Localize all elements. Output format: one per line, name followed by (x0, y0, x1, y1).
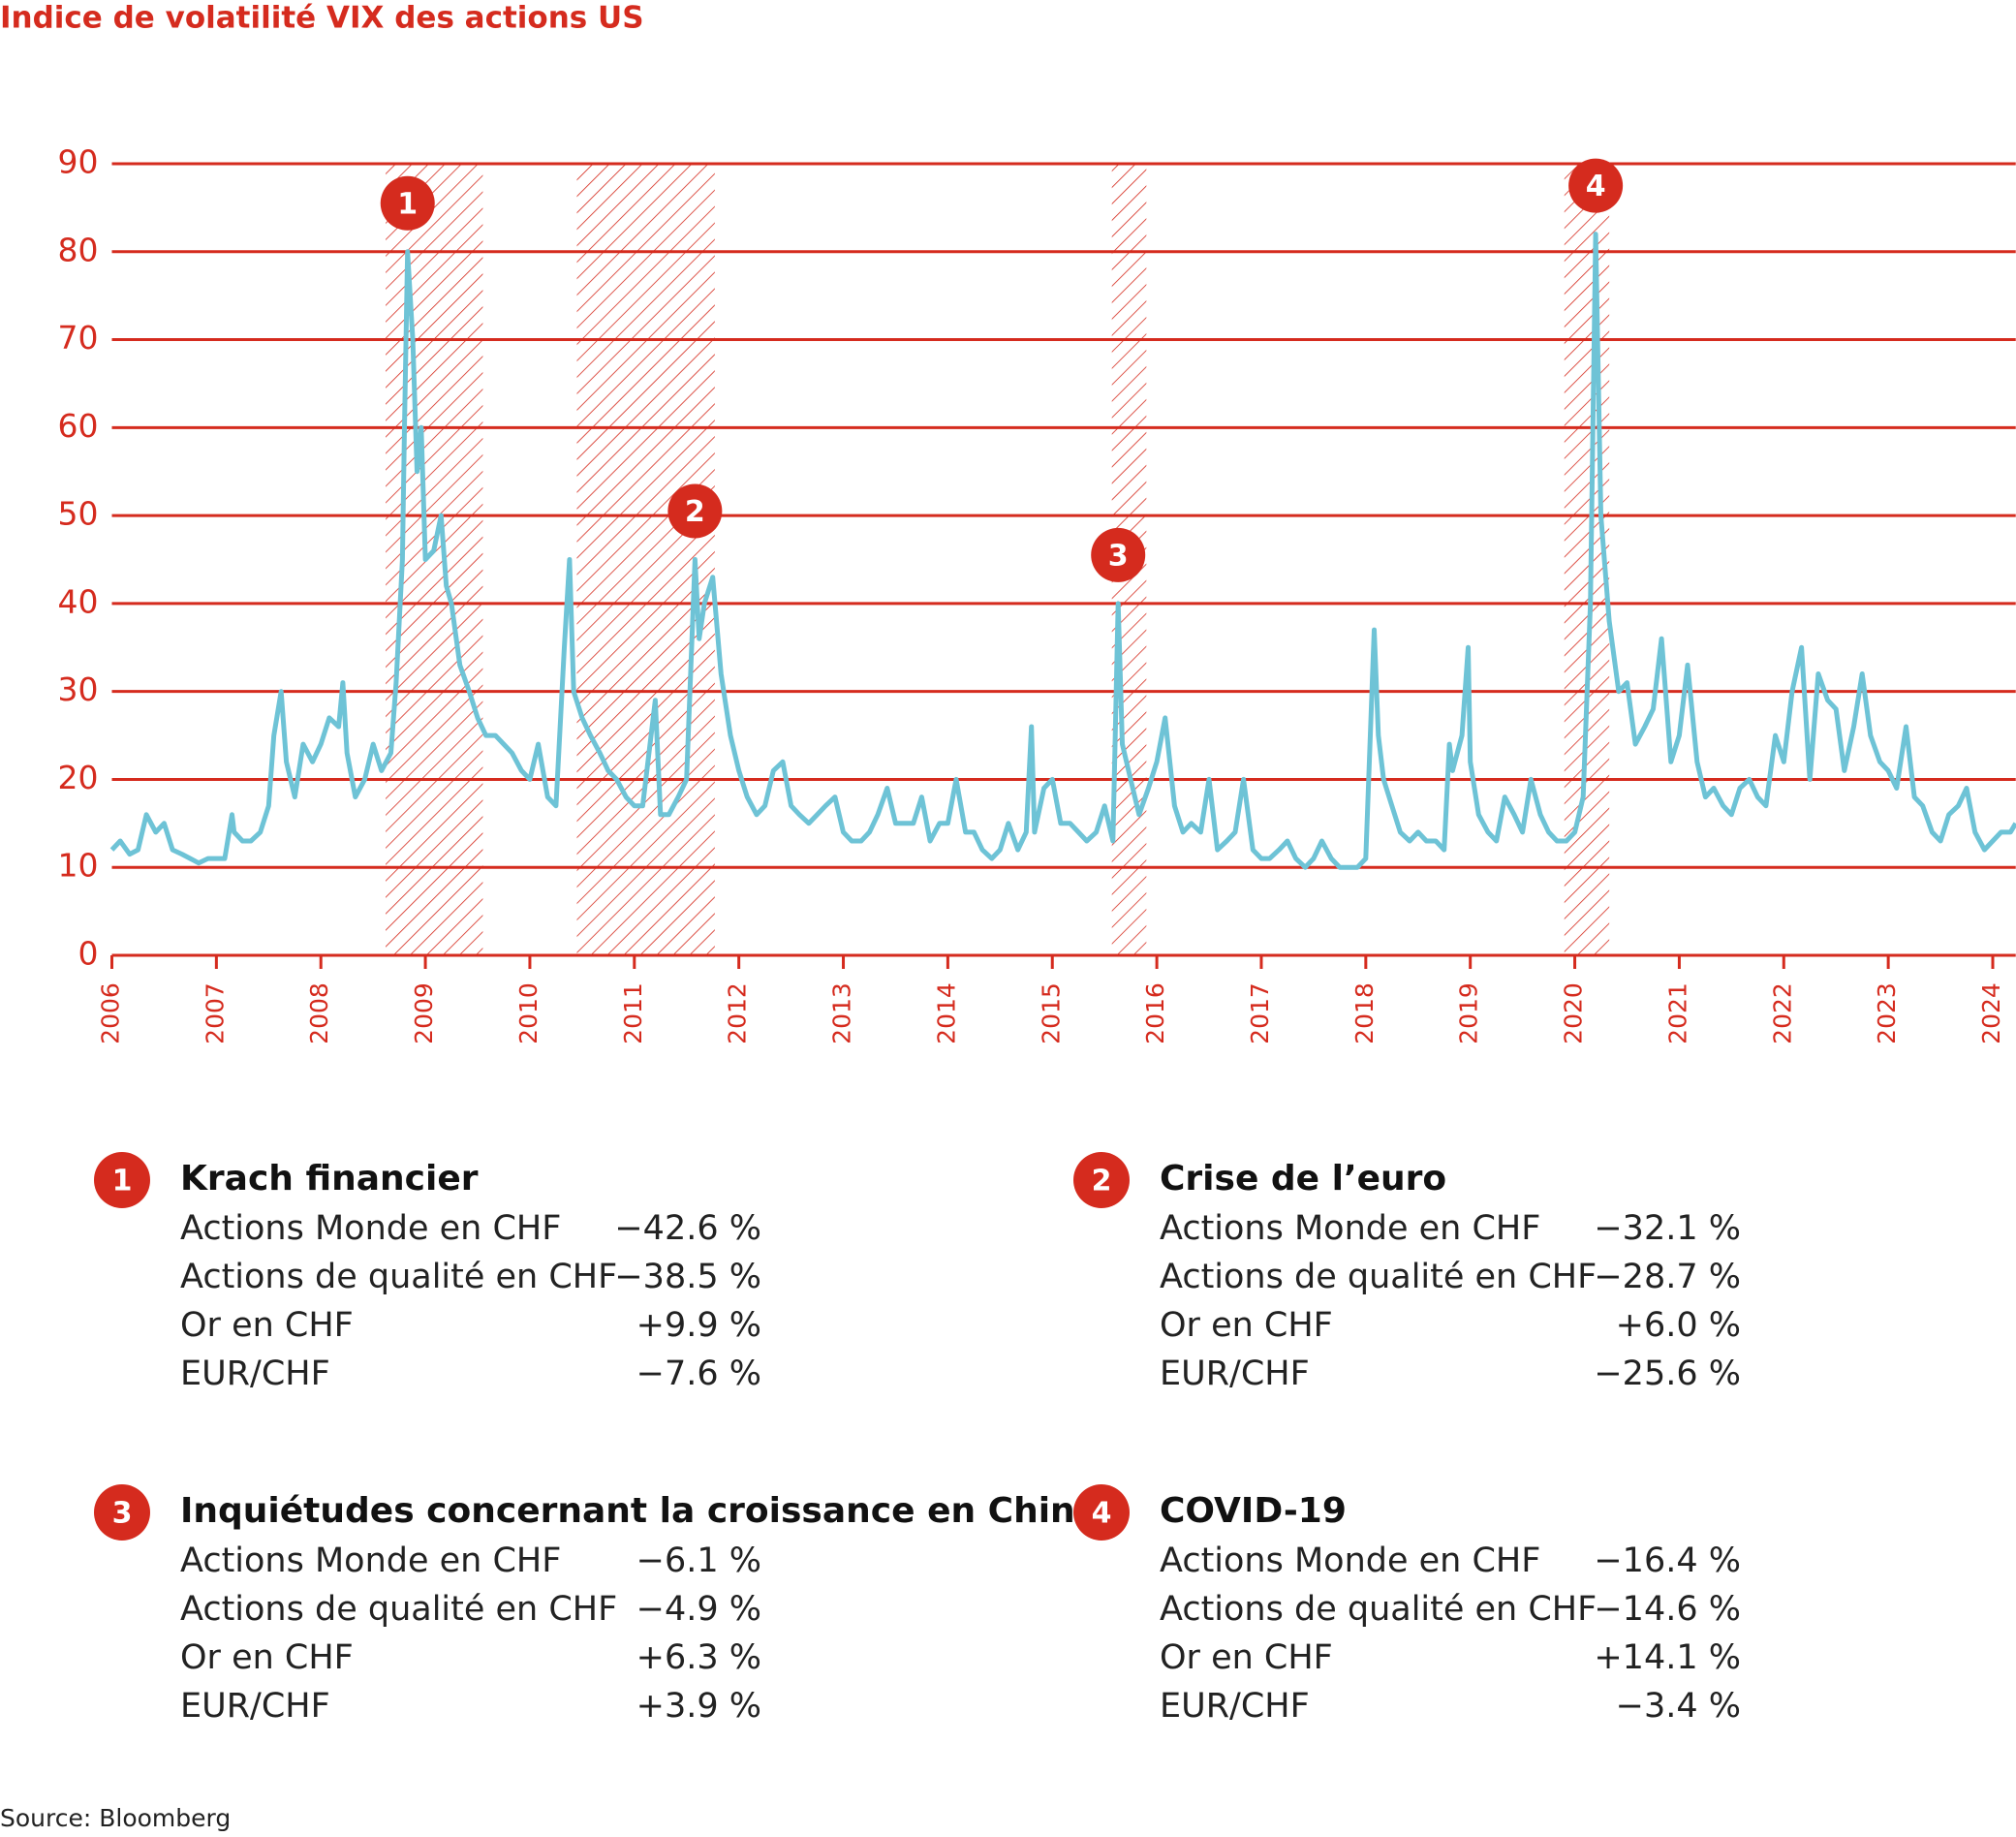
x-tick-label: 2013 (828, 982, 856, 1044)
x-tick-label: 2024 (1977, 982, 2005, 1044)
row-label: Actions de qualité en CHF (180, 1590, 617, 1629)
event-region (576, 164, 715, 955)
event-marker (1091, 527, 1146, 582)
row-value: −4.9 % (636, 1590, 761, 1629)
panel-badge (94, 1152, 150, 1208)
row-label: Actions Monde en CHF (180, 1541, 561, 1580)
row-label: EUR/CHF (180, 1687, 330, 1726)
row-value: +3.9 % (636, 1687, 761, 1726)
event-marker (380, 175, 435, 231)
event-marker (667, 483, 723, 539)
x-tick-label: 2018 (1350, 982, 1379, 1044)
event-regions (386, 164, 1610, 955)
y-tick-label: 10 (58, 847, 99, 885)
x-tick-label: 2019 (1455, 982, 1483, 1044)
row-label: Actions de qualité en CHF (180, 1258, 617, 1296)
panel-number: 1 (112, 1165, 133, 1199)
row-value: −28.7 % (1594, 1258, 1741, 1296)
x-tick-label: 2015 (1037, 982, 1065, 1044)
row-value: +9.9 % (636, 1306, 761, 1345)
chart-title: Indice de volatilité VIX des actions US (0, 1, 644, 36)
x-tick-label: 2006 (97, 982, 125, 1044)
vix-line (109, 232, 2016, 870)
event-marker-label: 4 (1586, 170, 1606, 203)
x-tick-label: 2014 (932, 982, 960, 1044)
row-value: +14.1 % (1594, 1638, 1741, 1677)
row-label: Or en CHF (180, 1638, 354, 1677)
row-label: Or en CHF (180, 1306, 354, 1345)
x-tick-label: 2020 (1560, 982, 1588, 1044)
row-value: −42.6 % (614, 1209, 761, 1248)
y-tick-label: 0 (78, 935, 99, 973)
y-tick-label: 90 (58, 143, 99, 181)
row-value: −3.4 % (1616, 1687, 1741, 1726)
panel-badge (1073, 1152, 1130, 1208)
x-tick-label: 2021 (1663, 982, 1691, 1044)
row-label: EUR/CHF (1160, 1687, 1310, 1726)
x-tick-label: 2007 (201, 982, 229, 1044)
y-tick-label: 30 (58, 670, 99, 708)
row-value: −14.6 % (1594, 1590, 1741, 1629)
row-value: −32.1 % (1594, 1209, 1741, 1248)
x-tick-label: 2016 (1141, 982, 1169, 1044)
row-label: Actions de qualité en CHF (1160, 1590, 1597, 1629)
panel-badge (1073, 1484, 1130, 1541)
row-label: Or en CHF (1160, 1638, 1333, 1677)
y-tick-label: 70 (58, 319, 99, 357)
x-tick-label: 2023 (1873, 982, 1901, 1044)
panel-number: 3 (112, 1497, 133, 1531)
panel-title: Krach financier (180, 1159, 479, 1199)
source: Source: Bloomberg (0, 1804, 231, 1832)
row-label: EUR/CHF (180, 1354, 330, 1393)
row-value: −6.1 % (636, 1541, 761, 1580)
x-tick-label: 2012 (724, 982, 752, 1044)
x-tick-label: 2011 (619, 982, 647, 1044)
row-label: Or en CHF (1160, 1306, 1333, 1345)
row-value: −7.6 % (636, 1354, 761, 1393)
y-tick-label: 80 (58, 231, 99, 268)
row-label: Actions Monde en CHF (180, 1209, 561, 1248)
panel-number: 4 (1092, 1497, 1112, 1531)
event-marker-label: 3 (1108, 539, 1129, 573)
row-value: −16.4 % (1594, 1541, 1741, 1580)
event-region (1564, 164, 1610, 955)
row-label: EUR/CHF (1160, 1354, 1310, 1393)
panel-title: Crise de l’euro (1160, 1159, 1446, 1199)
x-tick-label: 2022 (1768, 982, 1796, 1044)
x-tick-label: 2010 (514, 982, 543, 1044)
row-label: Actions Monde en CHF (1160, 1541, 1540, 1580)
row-value: +6.3 % (636, 1638, 761, 1677)
event-marker (1568, 158, 1624, 213)
row-label: Actions Monde en CHF (1160, 1209, 1540, 1248)
event-marker-label: 2 (685, 495, 705, 529)
x-tick-label: 2017 (1246, 982, 1274, 1044)
panel-title: Inquiétudes concernant la croissance en … (180, 1491, 1099, 1531)
row-value: +6.0 % (1616, 1306, 1741, 1345)
row-value: −38.5 % (614, 1258, 761, 1296)
panel-title: COVID-19 (1160, 1491, 1347, 1531)
y-tick-label: 50 (58, 495, 99, 533)
y-tick-label: 60 (58, 407, 99, 445)
x-tick-label: 2009 (410, 982, 438, 1044)
panel-number: 2 (1092, 1165, 1112, 1199)
y-tick-label: 40 (58, 582, 99, 620)
event-marker-label: 1 (397, 187, 418, 221)
y-tick-label: 20 (58, 759, 99, 796)
x-tick-label: 2008 (305, 982, 333, 1044)
row-label: Actions de qualité en CHF (1160, 1258, 1597, 1296)
row-value: −25.6 % (1594, 1354, 1741, 1393)
panel-badge (94, 1484, 150, 1541)
